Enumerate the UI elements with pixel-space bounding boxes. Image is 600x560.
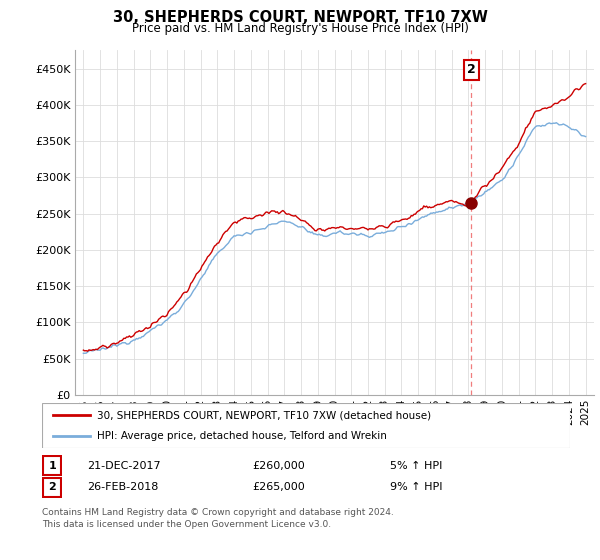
Text: 30, SHEPHERDS COURT, NEWPORT, TF10 7XW (detached house): 30, SHEPHERDS COURT, NEWPORT, TF10 7XW (… (97, 410, 431, 421)
Text: 21-DEC-2017: 21-DEC-2017 (87, 461, 161, 471)
Text: £265,000: £265,000 (252, 482, 305, 492)
Text: 26-FEB-2018: 26-FEB-2018 (87, 482, 158, 492)
Text: 30, SHEPHERDS COURT, NEWPORT, TF10 7XW: 30, SHEPHERDS COURT, NEWPORT, TF10 7XW (113, 10, 487, 25)
Text: 9% ↑ HPI: 9% ↑ HPI (390, 482, 443, 492)
Text: £260,000: £260,000 (252, 461, 305, 471)
Text: Price paid vs. HM Land Registry's House Price Index (HPI): Price paid vs. HM Land Registry's House … (131, 22, 469, 35)
Text: 1: 1 (49, 461, 56, 471)
Text: 5% ↑ HPI: 5% ↑ HPI (390, 461, 442, 471)
Text: 2: 2 (49, 482, 56, 492)
Text: HPI: Average price, detached house, Telford and Wrekin: HPI: Average price, detached house, Telf… (97, 431, 388, 441)
Text: Contains HM Land Registry data © Crown copyright and database right 2024.
This d: Contains HM Land Registry data © Crown c… (42, 508, 394, 529)
Text: 2: 2 (467, 63, 475, 77)
